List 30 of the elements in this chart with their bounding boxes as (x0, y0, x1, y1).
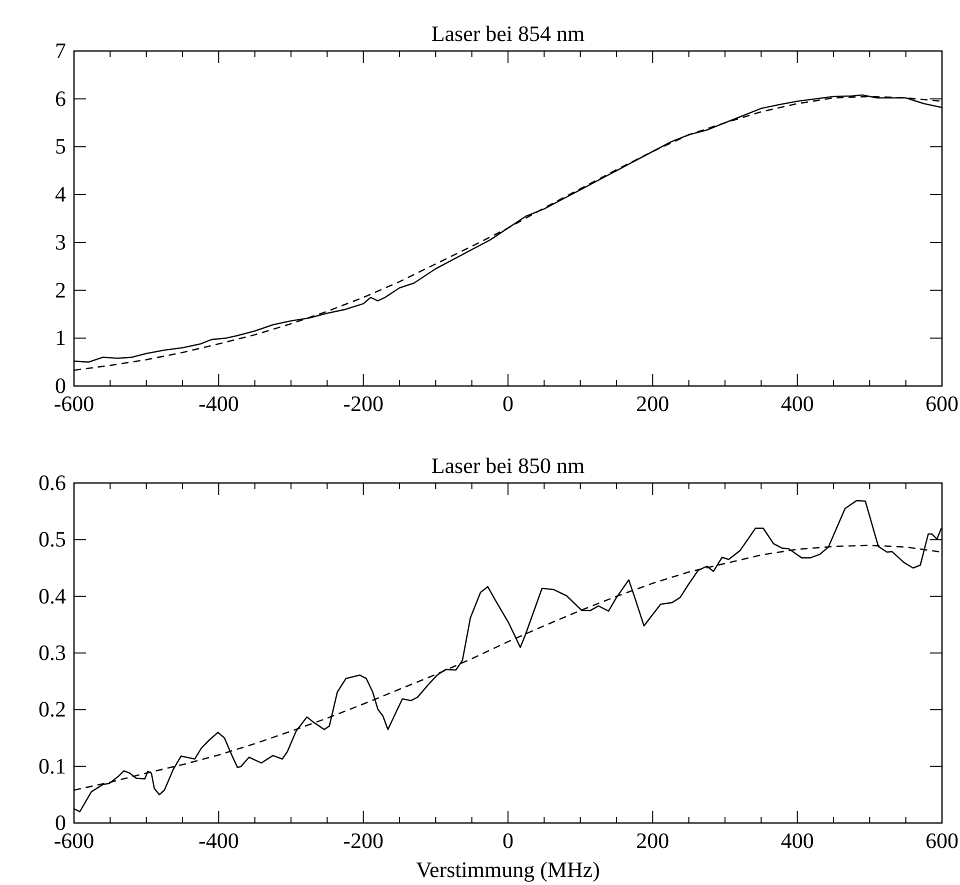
y-tick-label: 2 (55, 277, 66, 302)
x-tick-label: 0 (502, 391, 514, 416)
y-tick-label: 4 (55, 182, 66, 207)
x-axis-title: Verstimmung (MHz) (416, 857, 600, 882)
y-tick-label: 7 (55, 38, 66, 63)
y-tick-label: 6 (55, 86, 66, 111)
x-tick-label: 600 (926, 391, 958, 416)
y-tick-label: 0.1 (38, 753, 66, 778)
y-tick-label: 0.3 (38, 640, 66, 665)
x-tick-label: 400 (780, 828, 814, 853)
y-tick-label: 0.4 (38, 583, 66, 608)
y-tick-label: 1 (55, 325, 66, 350)
y-tick-label: 0 (55, 373, 66, 398)
x-tick-label: -400 (198, 391, 239, 416)
y-tick-label: 0 (55, 810, 66, 835)
y-tick-label: 0.2 (38, 696, 66, 722)
x-tick-label: 400 (780, 391, 814, 416)
y-tick-label: 0.6 (38, 470, 66, 495)
x-tick-label: -400 (198, 828, 239, 853)
x-tick-label: -200 (343, 828, 384, 853)
x-tick-label: -200 (343, 391, 384, 416)
x-tick-label: 0 (502, 828, 514, 853)
x-tick-label: 200 (636, 828, 670, 853)
y-tick-label: 5 (55, 134, 66, 159)
x-tick-label: 200 (636, 391, 670, 416)
chart-title: Laser bei 854 nm (431, 21, 585, 46)
chart-title: Laser bei 850 nm (431, 453, 585, 478)
x-tick-label: 600 (926, 828, 958, 853)
y-tick-label: 0.5 (38, 526, 66, 552)
y-tick-label: 3 (55, 229, 66, 254)
